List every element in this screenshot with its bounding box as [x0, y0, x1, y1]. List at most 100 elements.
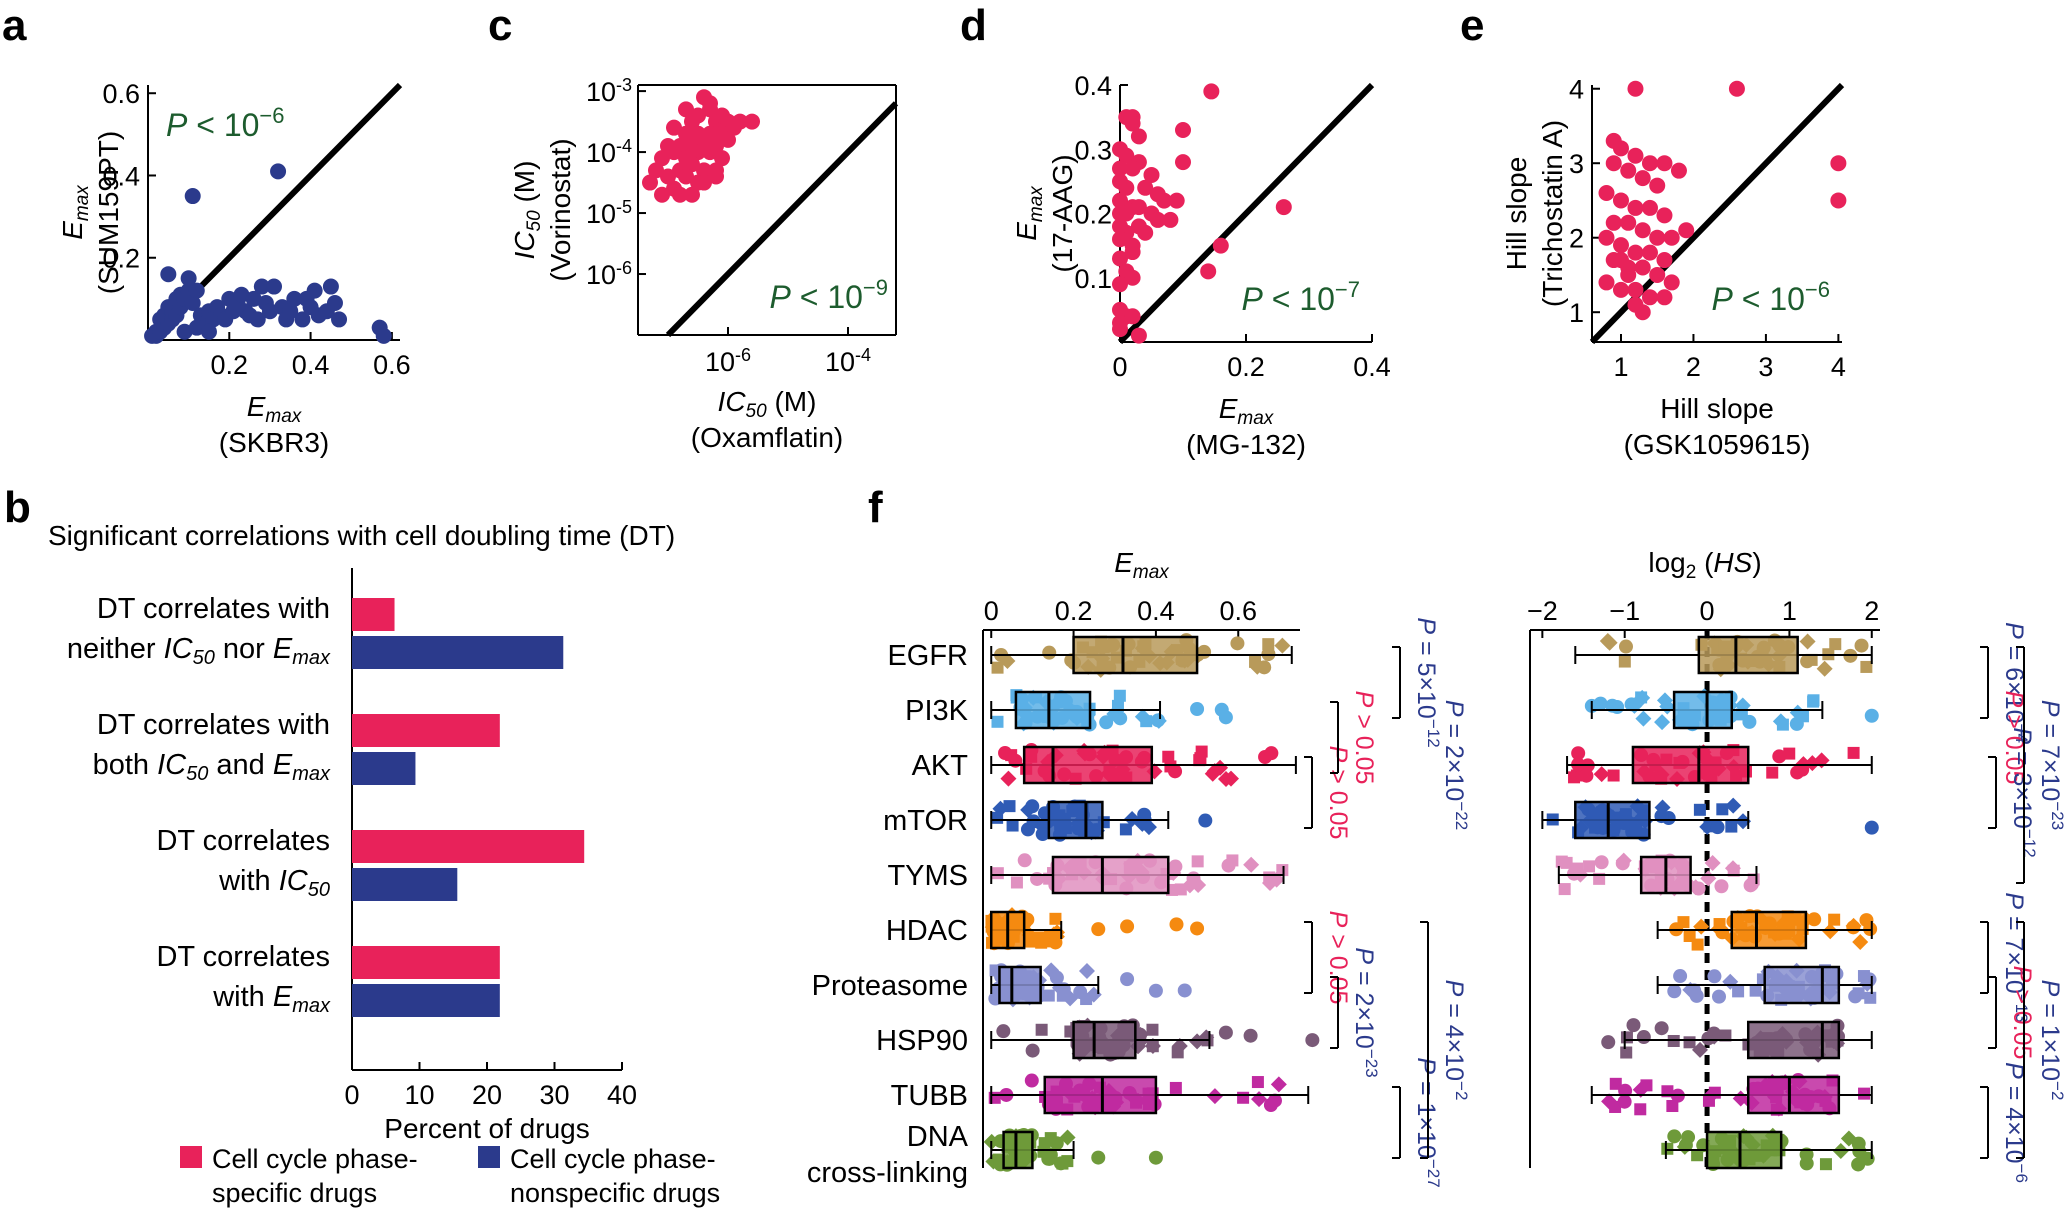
bar-specific [352, 714, 500, 747]
data-point [1175, 121, 1191, 138]
jitter-point [1035, 1023, 1048, 1036]
data-point [1634, 222, 1651, 239]
data-point [654, 186, 670, 203]
data-point [666, 119, 682, 136]
data-point [322, 278, 339, 295]
bracket-label-group: P = 1×10−2 [2036, 980, 2067, 1101]
identity-line [1117, 82, 1375, 345]
jitter-point [1044, 1132, 1057, 1145]
jitter-point [1262, 875, 1279, 892]
data-point [266, 278, 282, 295]
jitter-point [1715, 925, 1730, 940]
legend-label: Cell cycle phase- [510, 1144, 716, 1174]
jitter-point [1000, 770, 1017, 787]
data-point [1275, 199, 1292, 216]
x-tick-label: 30 [539, 1080, 569, 1110]
bracket-p-value: P = 4×10−2 [1440, 980, 1471, 1101]
jitter-point [1816, 660, 1833, 677]
outlier-point [1198, 813, 1213, 828]
bracket-label-group: P = 7×10−23 [2036, 700, 2067, 830]
jitter-point [1691, 1149, 1704, 1162]
jitter-point [1807, 912, 1822, 927]
group-label: mTOR [883, 805, 968, 837]
bar-panel-b: Significant correlations with cell doubl… [48, 520, 720, 1208]
outlier-point [1305, 1033, 1320, 1048]
data-point [1168, 192, 1185, 209]
data-point [331, 311, 348, 328]
jitter-point [991, 661, 1004, 674]
x-tick-label: 0.2 [211, 350, 249, 380]
data-point [1112, 160, 1128, 177]
axis-title: Emax​ [1114, 547, 1170, 583]
jitter-point [1593, 766, 1610, 783]
jitter-point [1049, 912, 1062, 925]
iqr-box [1043, 1075, 1158, 1115]
bar-nonspecific [352, 984, 500, 1017]
jitter-point [1601, 1093, 1618, 1110]
iqr-box [1763, 965, 1841, 1005]
jitter-point [1851, 1136, 1866, 1151]
legend-swatch [180, 1146, 202, 1168]
outlier-point [1120, 919, 1135, 934]
jitter-point [1846, 920, 1861, 935]
bar-nonspecific [352, 752, 416, 785]
panel-letter-a: a [2, 1, 27, 50]
data-point [744, 113, 760, 130]
outlier-point [1169, 917, 1184, 932]
x-tick-label: 0.4 [292, 350, 330, 380]
data-point [726, 119, 742, 136]
jitter-point [1226, 854, 1239, 867]
outlier-point [1148, 983, 1163, 998]
jitter-point [1710, 820, 1725, 835]
bracket-p-value: P > 0.05 [1350, 691, 1378, 785]
data-point [1598, 274, 1615, 291]
y-tick-label: 10-6 [586, 258, 632, 290]
jitter-point [1725, 797, 1742, 814]
x-tick-label: 10 [404, 1080, 434, 1110]
x-tick-label: 0.2 [1055, 596, 1093, 626]
jitter-point [1162, 750, 1175, 763]
p-value-label: P < 10−6 [166, 103, 285, 143]
bracket-label-group: P > 0.05 [1324, 911, 1352, 1005]
y-tick-label: 0.3 [1074, 135, 1112, 165]
data-point [1118, 205, 1135, 222]
jitter-point [1692, 1041, 1709, 1058]
x-tick-label: 0 [1112, 352, 1127, 382]
bar-nonspecific [352, 868, 458, 901]
jitter-point [1734, 813, 1751, 830]
bracket-p-value: P = 4×10−6 [2000, 1062, 2031, 1183]
outlier-point [1190, 921, 1205, 936]
jitter-point [1594, 855, 1609, 870]
data-point [1634, 259, 1651, 276]
x-tick-label: 2 [1686, 352, 1701, 382]
jitter-point [1119, 823, 1132, 836]
outlier-point [1864, 708, 1879, 723]
x-tick-label: 1 [1782, 596, 1797, 626]
data-point [1641, 289, 1658, 306]
data-point [690, 144, 706, 161]
jitter-point [1037, 1145, 1050, 1158]
panel-letter-f: f [868, 483, 883, 532]
y-tick-label: 3 [1569, 149, 1584, 179]
jitter-point [1025, 1043, 1040, 1058]
data-point [245, 290, 262, 307]
x-axis-label-2: (SKBR3) [219, 427, 329, 458]
jitter-point [1571, 746, 1586, 761]
data-point [1649, 177, 1666, 194]
jitter-point [1264, 746, 1279, 761]
jitter-point [1667, 984, 1682, 999]
outlier-point [1091, 922, 1106, 937]
jitter-point [1681, 1130, 1696, 1145]
group-label: AKT [912, 750, 969, 782]
x-tick-label: 10-6 [705, 345, 751, 377]
data-point [180, 270, 197, 287]
jitter-point [1042, 645, 1057, 660]
y-tick-label: 0.4 [1074, 71, 1112, 101]
data-point [1641, 199, 1658, 216]
data-point [1118, 147, 1135, 164]
jitter-point [1195, 745, 1208, 758]
jitter-point [1719, 1029, 1732, 1042]
data-point [1678, 222, 1695, 239]
jitter-point [1732, 985, 1745, 998]
